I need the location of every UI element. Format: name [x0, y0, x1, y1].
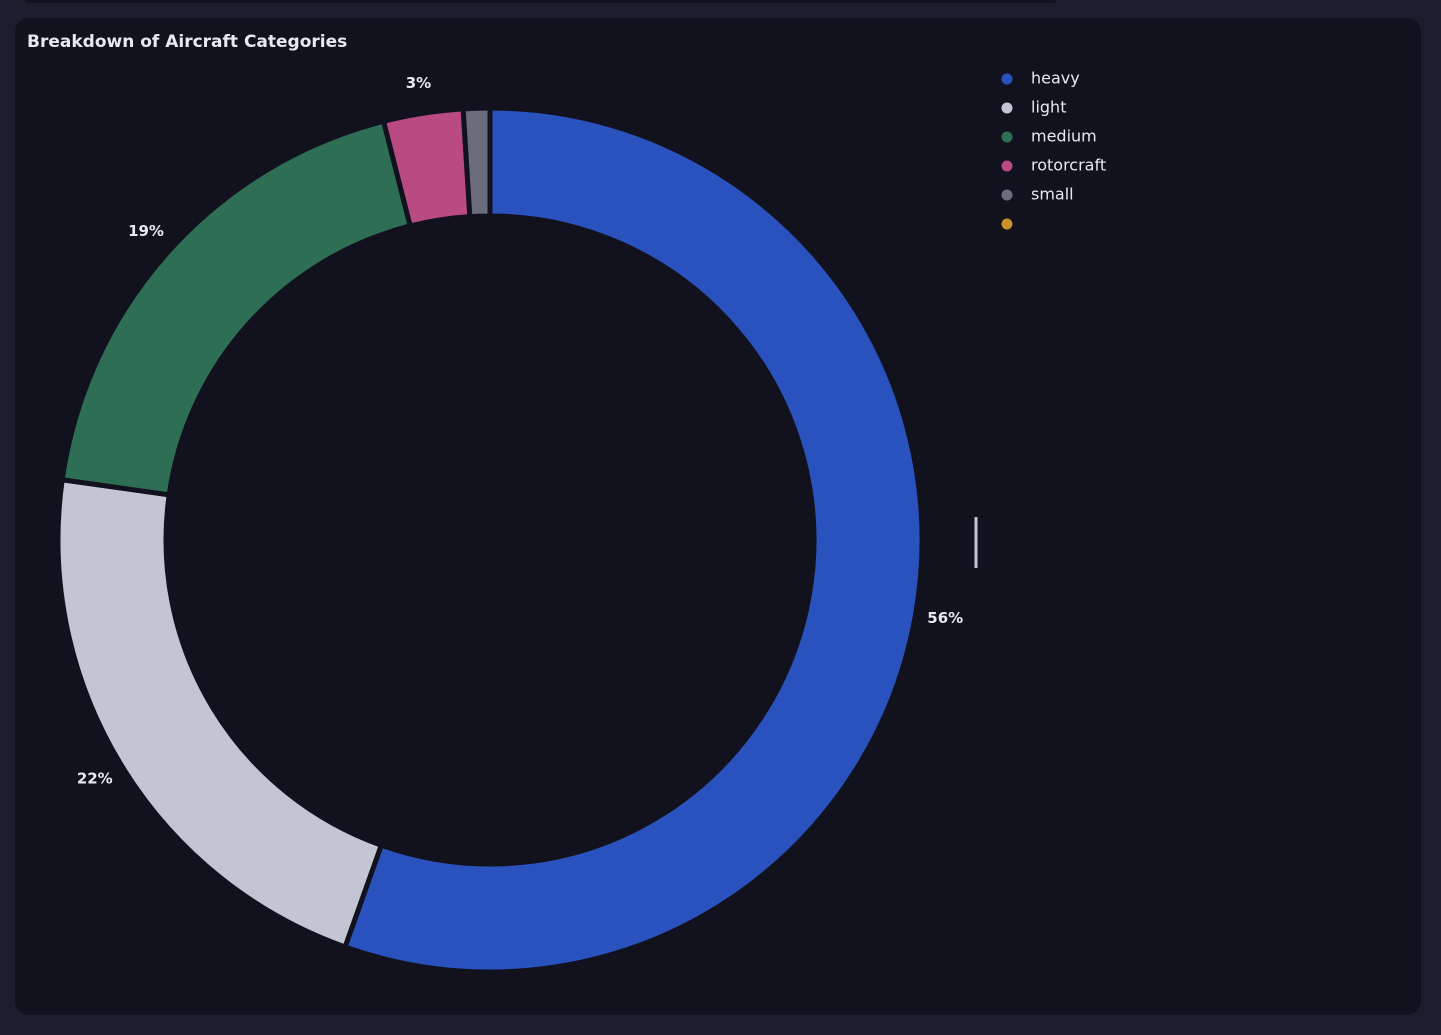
legend-label: rotorcraft	[1031, 156, 1106, 175]
chart-card	[15, 18, 1421, 1015]
panel-top	[24, 0, 1058, 3]
slice	[55, 476, 385, 951]
value-label: 56%	[927, 609, 963, 627]
legend-swatch	[1001, 218, 1013, 230]
legend-swatch	[1001, 189, 1013, 201]
slice	[341, 105, 925, 975]
legend-label: medium	[1031, 127, 1097, 146]
plot: 56% 22% 19% 3% heavy light medium rotorcraft sma…	[55, 69, 1106, 975]
legend-label: heavy	[1031, 69, 1080, 88]
slice	[460, 105, 493, 220]
legend-swatch	[1001, 131, 1013, 143]
legend-swatch	[1001, 160, 1013, 172]
legend-label: light	[1031, 98, 1066, 117]
value-label: 19%	[128, 222, 164, 240]
legend-swatch	[1001, 73, 1013, 85]
legend-label: small	[1031, 185, 1074, 204]
value-label: 22%	[77, 770, 113, 788]
value-label: 3%	[406, 74, 431, 92]
chart-title: Breakdown of Aircraft Categories	[27, 32, 347, 52]
legend-swatch	[1001, 102, 1013, 114]
